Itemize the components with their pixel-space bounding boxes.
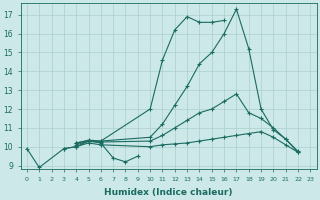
X-axis label: Humidex (Indice chaleur): Humidex (Indice chaleur) bbox=[104, 188, 233, 197]
